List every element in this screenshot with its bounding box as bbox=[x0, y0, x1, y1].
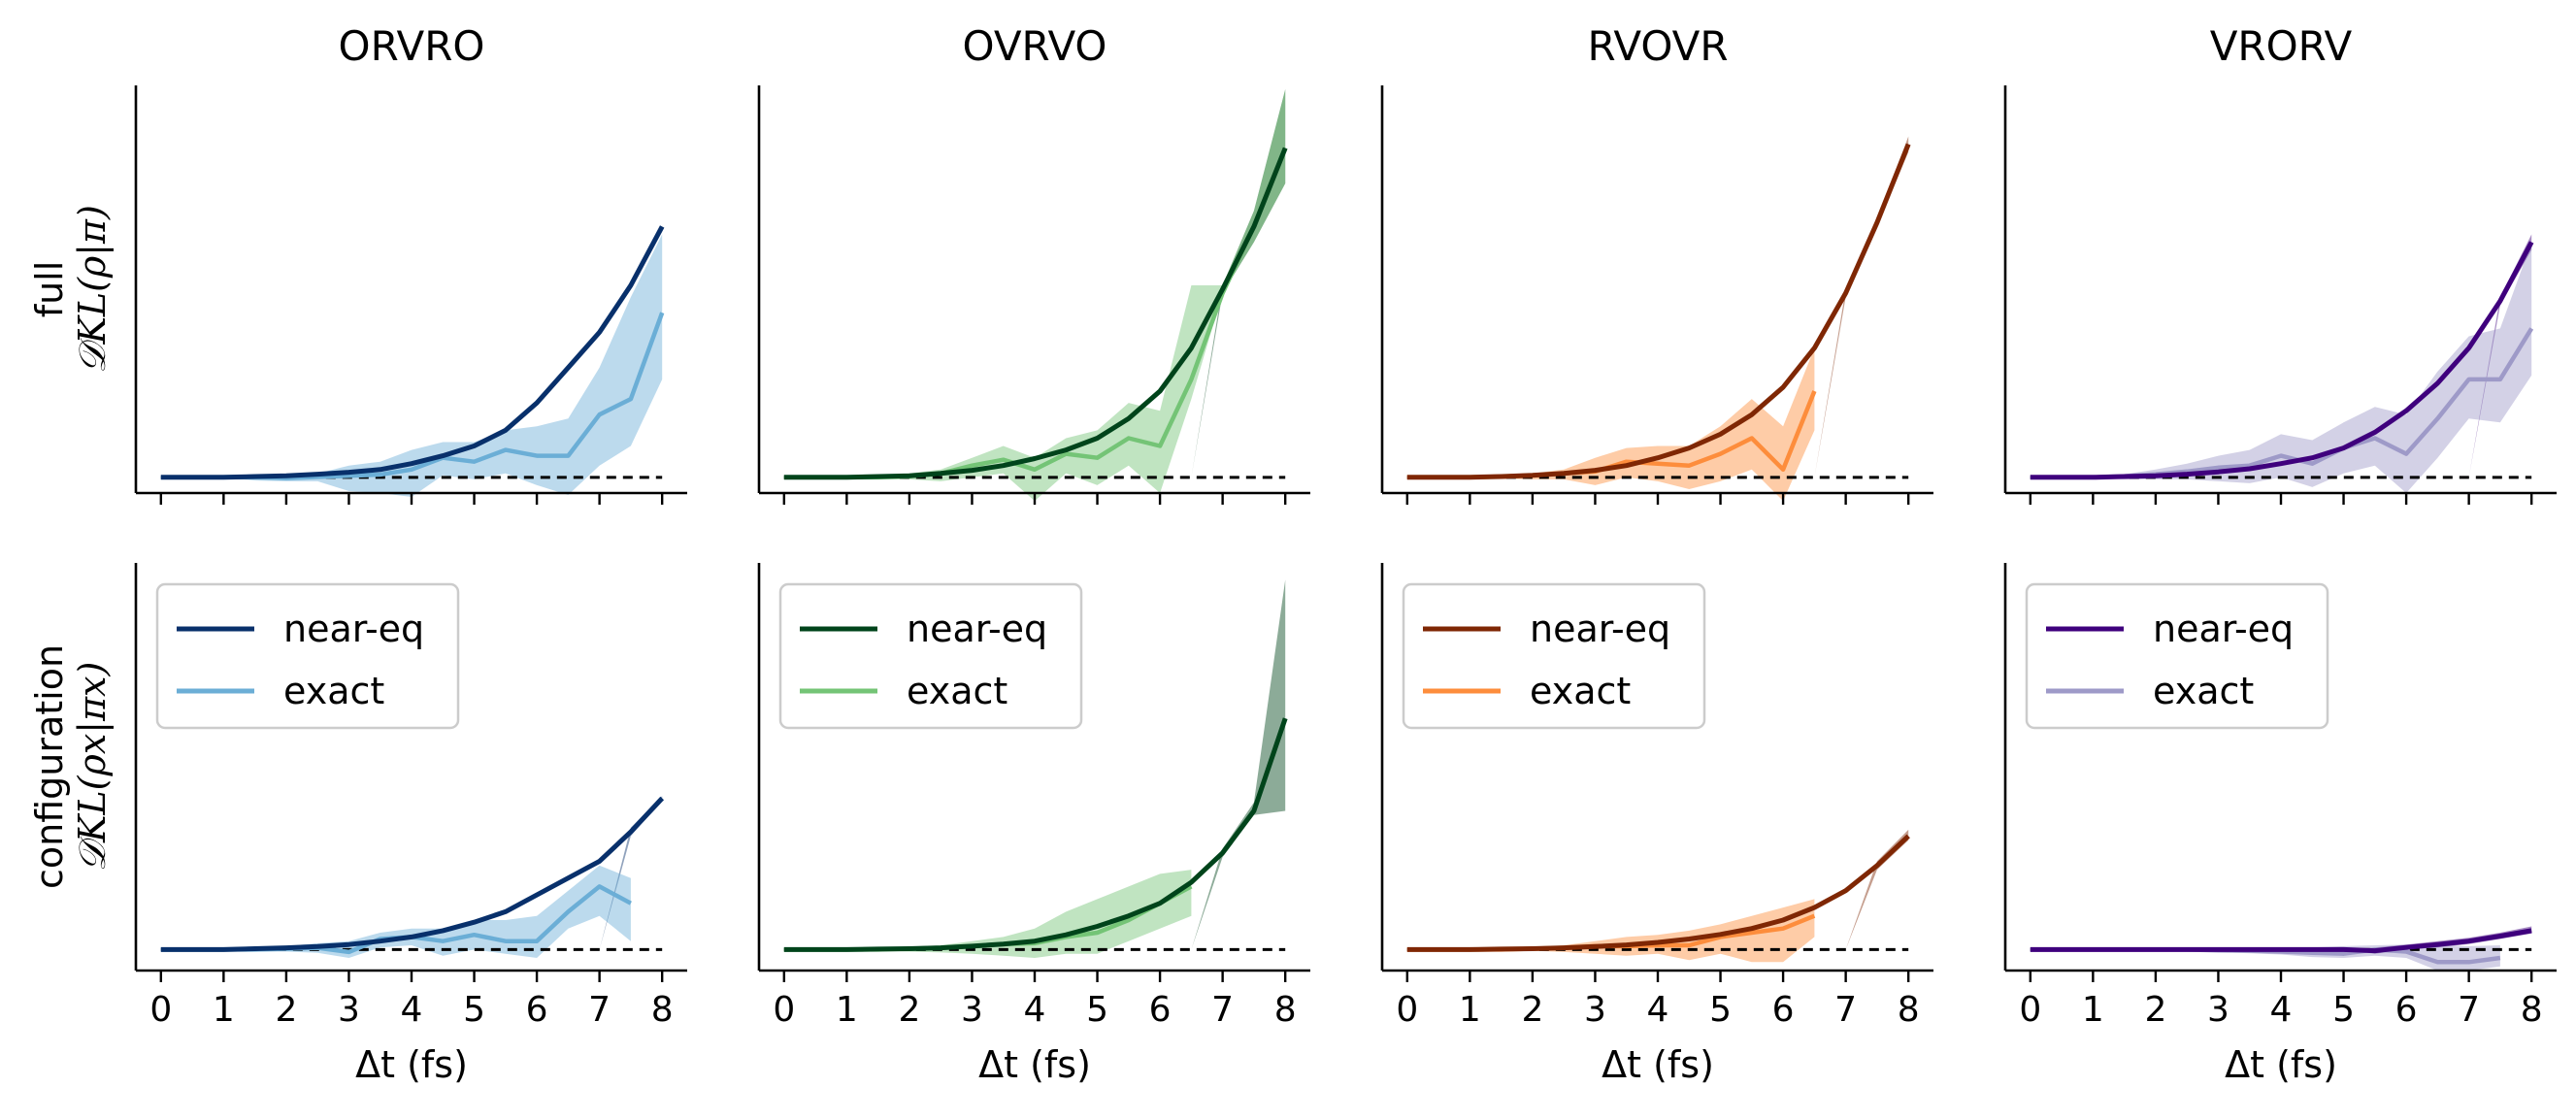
row-label-line1: configuration bbox=[28, 644, 71, 889]
x-tick-label: 3 bbox=[338, 990, 360, 1030]
x-tick-label: 1 bbox=[836, 990, 858, 1030]
panel-title: ORVRO bbox=[339, 22, 485, 70]
near-eq-line bbox=[783, 717, 1288, 952]
x-tick-label: 3 bbox=[1584, 990, 1606, 1030]
x-tick-label: 4 bbox=[1647, 990, 1669, 1030]
x-axis-label: Δt (fs) bbox=[978, 1043, 1091, 1086]
near-eq-band bbox=[160, 796, 663, 950]
x-tick-label: 5 bbox=[2332, 990, 2355, 1030]
legend-label-near-eq: near-eq bbox=[907, 608, 1047, 650]
x-tick-label: 5 bbox=[463, 990, 485, 1030]
near-eq-line bbox=[783, 147, 1288, 480]
exact-band bbox=[783, 89, 1286, 502]
x-tick-label: 1 bbox=[2082, 990, 2104, 1030]
x-tick-label: 0 bbox=[149, 990, 172, 1030]
x-tick-label: 7 bbox=[588, 990, 611, 1030]
exact-band bbox=[1406, 899, 1815, 963]
legend-label-exact: exact bbox=[907, 670, 1007, 712]
near-eq-band bbox=[1406, 829, 1909, 950]
near-eq-line bbox=[2030, 928, 2532, 954]
x-tick-label: 8 bbox=[651, 990, 674, 1030]
x-tick-label: 0 bbox=[2019, 990, 2041, 1030]
legend-label-near-eq: near-eq bbox=[1530, 608, 1670, 650]
exact-band bbox=[2030, 242, 2532, 493]
x-tick-label: 4 bbox=[2270, 990, 2293, 1030]
legend-label-near-eq: near-eq bbox=[2153, 608, 2294, 650]
panel-title: VRORV bbox=[2210, 22, 2353, 70]
row-label-line1: full bbox=[28, 261, 71, 318]
panel-title: OVRVO bbox=[963, 22, 1107, 70]
x-tick-label: 1 bbox=[1459, 990, 1481, 1030]
panel-config-2: 0 1 2 3 4 5 6 7 8 Δt (fs) near-eq exact bbox=[1380, 563, 1933, 1086]
legend-label-exact: exact bbox=[2153, 670, 2254, 712]
x-tick-label: 6 bbox=[2395, 990, 2418, 1030]
x-tick-label: 2 bbox=[2144, 990, 2166, 1030]
near-eq-band bbox=[783, 89, 1286, 478]
panel-full-3: VRORV bbox=[2003, 22, 2557, 505]
near-eq-line bbox=[160, 796, 665, 952]
x-tick-label: 2 bbox=[898, 990, 920, 1030]
x-tick-label: 3 bbox=[2207, 990, 2229, 1030]
x-tick-label: 6 bbox=[1772, 990, 1795, 1030]
near-eq-line bbox=[160, 225, 665, 480]
x-tick-label: 5 bbox=[1086, 990, 1108, 1030]
row-label-line2: 𝒟KL(ρ|π) bbox=[71, 205, 114, 374]
near-eq-line bbox=[1406, 143, 1911, 480]
x-tick-label: 0 bbox=[773, 990, 795, 1030]
x-tick-label: 7 bbox=[1211, 990, 1234, 1030]
x-tick-label: 7 bbox=[2458, 990, 2480, 1030]
x-tick-label: 3 bbox=[961, 990, 983, 1030]
x-tick-label: 5 bbox=[1709, 990, 1732, 1030]
x-tick-label: 6 bbox=[526, 990, 548, 1030]
panel-title: RVOVR bbox=[1587, 22, 1728, 70]
x-tick-label: 6 bbox=[1149, 990, 1172, 1030]
x-tick-label: 8 bbox=[1898, 990, 1920, 1030]
panel-full-0: ORVRO bbox=[134, 22, 687, 505]
x-tick-label: 8 bbox=[1274, 990, 1297, 1030]
x-tick-label: 8 bbox=[2521, 990, 2543, 1030]
near-eq-band bbox=[1406, 136, 1909, 478]
x-tick-label: 4 bbox=[1024, 990, 1046, 1030]
x-axis-label: Δt (fs) bbox=[355, 1043, 468, 1086]
panel-full-1: OVRVO bbox=[757, 22, 1310, 505]
legend-label-near-eq: near-eq bbox=[283, 608, 424, 650]
near-eq-line bbox=[2030, 241, 2534, 480]
x-tick-label: 0 bbox=[1396, 990, 1418, 1030]
legend-label-exact: exact bbox=[1530, 670, 1631, 712]
x-tick-label: 2 bbox=[275, 990, 297, 1030]
row-labels: full 𝒟KL(ρ|π) configuration 𝒟KL(ρx|πx) bbox=[28, 205, 114, 889]
row-label-full: full 𝒟KL(ρ|π) bbox=[28, 205, 114, 374]
x-tick-label: 4 bbox=[401, 990, 423, 1030]
x-tick-label: 1 bbox=[213, 990, 235, 1030]
x-axis-label: Δt (fs) bbox=[2225, 1043, 2337, 1086]
exact-band bbox=[160, 865, 631, 958]
panel-full-2: RVOVR bbox=[1380, 22, 1933, 505]
row-label-line2: 𝒟KL(ρx|πx) bbox=[71, 662, 114, 873]
panel-config-3: 0 1 2 3 4 5 6 7 8 Δt (fs) near-eq exact bbox=[2003, 563, 2557, 1086]
legend-label-exact: exact bbox=[283, 670, 384, 712]
near-eq-line bbox=[1406, 834, 1910, 952]
x-axis-label: Δt (fs) bbox=[1602, 1043, 1714, 1086]
x-tick-label: 2 bbox=[1521, 990, 1543, 1030]
exact-band bbox=[160, 234, 663, 497]
row-label-configuration: configuration 𝒟KL(ρx|πx) bbox=[28, 644, 114, 889]
exact-band bbox=[1406, 347, 1815, 502]
x-tick-label: 7 bbox=[1834, 990, 1857, 1030]
